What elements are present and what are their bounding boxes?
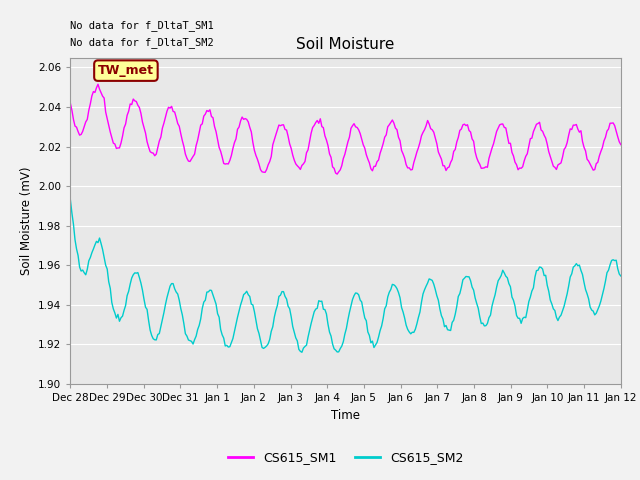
CS615_SM2 xyxy=(298,349,306,355)
Title: Soil Moisture: Soil Moisture xyxy=(296,37,395,52)
CS615_SM2 xyxy=(134,270,141,276)
CS615_SM1 xyxy=(250,147,258,153)
Line: CS615_SM1: CS615_SM1 xyxy=(70,84,621,174)
CS615_SM1 xyxy=(94,82,102,87)
CS615_SM2 xyxy=(230,328,238,334)
CS615_SM1 xyxy=(333,171,341,177)
CS615_SM2 xyxy=(308,315,316,321)
Text: No data for f_DltaT_SM1: No data for f_DltaT_SM1 xyxy=(70,21,214,32)
CS615_SM2 xyxy=(258,345,266,350)
CS615_SM2 xyxy=(249,302,257,308)
X-axis label: Time: Time xyxy=(331,408,360,421)
CS615_SM1 xyxy=(260,169,268,175)
Text: No data for f_DltaT_SM2: No data for f_DltaT_SM2 xyxy=(70,37,214,48)
CS615_SM1 xyxy=(67,100,74,106)
CS615_SM1 xyxy=(308,125,316,131)
CS615_SM2 xyxy=(617,273,625,279)
CS615_SM1 xyxy=(232,136,240,142)
Legend: CS615_SM1, CS615_SM2: CS615_SM1, CS615_SM2 xyxy=(223,446,468,469)
Y-axis label: Soil Moisture (mV): Soil Moisture (mV) xyxy=(20,167,33,275)
CS615_SM1 xyxy=(589,167,597,173)
CS615_SM1 xyxy=(617,142,625,147)
CS615_SM2 xyxy=(67,197,74,203)
CS615_SM1 xyxy=(136,105,143,110)
CS615_SM2 xyxy=(588,307,595,313)
Line: CS615_SM2: CS615_SM2 xyxy=(70,200,621,352)
Text: TW_met: TW_met xyxy=(98,64,154,77)
